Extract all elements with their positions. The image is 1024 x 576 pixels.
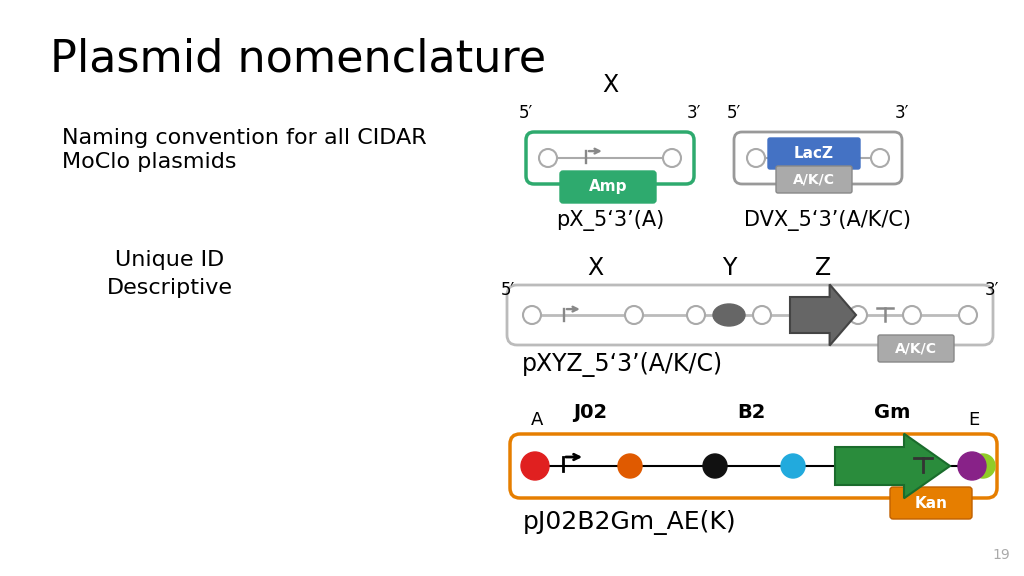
Circle shape bbox=[663, 149, 681, 167]
Circle shape bbox=[959, 306, 977, 324]
Circle shape bbox=[958, 452, 986, 480]
Circle shape bbox=[781, 454, 805, 478]
Circle shape bbox=[903, 306, 921, 324]
Ellipse shape bbox=[713, 304, 745, 326]
Circle shape bbox=[971, 454, 995, 478]
Text: 19: 19 bbox=[992, 548, 1010, 562]
Text: Unique ID: Unique ID bbox=[116, 250, 224, 270]
Circle shape bbox=[618, 454, 642, 478]
Text: MoClo plasmids: MoClo plasmids bbox=[62, 152, 237, 172]
Circle shape bbox=[625, 306, 643, 324]
FancyBboxPatch shape bbox=[734, 132, 902, 184]
Text: Kan: Kan bbox=[914, 495, 947, 510]
Circle shape bbox=[753, 306, 771, 324]
Text: DVX_5‘3’(A/K/C): DVX_5‘3’(A/K/C) bbox=[744, 210, 911, 231]
Text: 3′: 3′ bbox=[687, 104, 701, 122]
FancyBboxPatch shape bbox=[776, 166, 852, 193]
Text: Z: Z bbox=[815, 256, 831, 280]
Circle shape bbox=[746, 149, 765, 167]
Text: Gm: Gm bbox=[873, 403, 910, 422]
Text: 5′: 5′ bbox=[501, 281, 515, 299]
Text: Naming convention for all CIDAR: Naming convention for all CIDAR bbox=[62, 128, 427, 148]
FancyBboxPatch shape bbox=[507, 285, 993, 345]
Text: 3′: 3′ bbox=[895, 104, 909, 122]
FancyBboxPatch shape bbox=[526, 132, 694, 184]
Text: Y: Y bbox=[722, 256, 736, 280]
Text: LacZ: LacZ bbox=[794, 146, 834, 161]
FancyBboxPatch shape bbox=[510, 434, 997, 498]
Text: pXYZ_5‘3’(A/K/C): pXYZ_5‘3’(A/K/C) bbox=[522, 352, 723, 377]
Circle shape bbox=[703, 454, 727, 478]
Polygon shape bbox=[790, 285, 856, 346]
FancyBboxPatch shape bbox=[890, 487, 972, 519]
Text: X: X bbox=[602, 73, 618, 97]
Text: Descriptive: Descriptive bbox=[106, 278, 233, 298]
Text: Plasmid nomenclature: Plasmid nomenclature bbox=[50, 38, 546, 81]
Text: pX_5‘3’(A): pX_5‘3’(A) bbox=[556, 210, 665, 231]
Circle shape bbox=[521, 452, 549, 480]
Text: J02: J02 bbox=[573, 403, 607, 422]
Text: 3′: 3′ bbox=[985, 281, 999, 299]
FancyBboxPatch shape bbox=[560, 171, 656, 203]
Circle shape bbox=[849, 306, 867, 324]
Circle shape bbox=[539, 149, 557, 167]
Circle shape bbox=[687, 306, 705, 324]
Circle shape bbox=[523, 306, 541, 324]
Text: 5′: 5′ bbox=[519, 104, 534, 122]
Text: Amp: Amp bbox=[589, 180, 628, 195]
Text: B2: B2 bbox=[737, 403, 765, 422]
Text: E: E bbox=[969, 411, 980, 429]
Text: A/K/C: A/K/C bbox=[895, 342, 937, 355]
Text: X: X bbox=[587, 256, 603, 280]
Text: A: A bbox=[530, 411, 543, 429]
Circle shape bbox=[871, 149, 889, 167]
Text: pJ02B2Gm_AE(K): pJ02B2Gm_AE(K) bbox=[523, 510, 736, 535]
FancyBboxPatch shape bbox=[878, 335, 954, 362]
Text: 5′: 5′ bbox=[727, 104, 741, 122]
Polygon shape bbox=[835, 434, 950, 498]
FancyBboxPatch shape bbox=[768, 138, 860, 169]
Text: A/K/C: A/K/C bbox=[793, 172, 835, 187]
